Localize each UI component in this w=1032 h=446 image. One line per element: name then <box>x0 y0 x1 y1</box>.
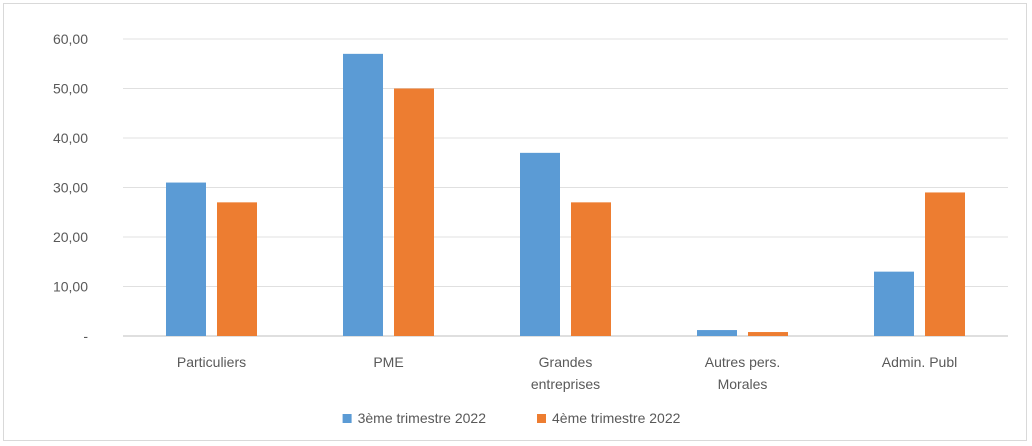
y-tick-label: 30,00 <box>53 180 88 196</box>
bar-series1 <box>343 53 383 336</box>
x-category-label: Morales <box>718 376 768 392</box>
bar-series2 <box>925 192 965 336</box>
x-category-label: entreprises <box>531 376 600 392</box>
bar-series2 <box>571 202 611 336</box>
bar-series1 <box>874 271 914 336</box>
bar-series1 <box>166 182 206 336</box>
x-category-label: Admin. Publ <box>882 354 957 370</box>
x-category-label: PME <box>373 354 403 370</box>
y-tick-label: 50,00 <box>53 81 88 97</box>
x-category-label: Autres pers. <box>705 354 780 370</box>
legend-swatch-series1 <box>342 414 352 423</box>
legend-swatch-series2 <box>537 414 546 423</box>
bar-series2 <box>394 88 434 336</box>
y-tick-label: 20,00 <box>53 229 88 245</box>
y-tick-label: 40,00 <box>53 130 88 146</box>
legend-label-series1: 3ème trimestre 2022 <box>358 410 487 426</box>
x-category-label: Particuliers <box>177 354 246 370</box>
bar-series2 <box>748 332 788 336</box>
legend-label-series2: 4ème trimestre 2022 <box>552 410 681 426</box>
y-tick-label: - <box>83 328 88 344</box>
bar-series1 <box>520 152 560 336</box>
y-tick-label: 60,00 <box>53 31 88 47</box>
y-tick-label: 10,00 <box>53 279 88 295</box>
bar-series1 <box>697 330 737 336</box>
x-category-label: Grandes <box>539 354 593 370</box>
bar-series2 <box>217 202 257 336</box>
